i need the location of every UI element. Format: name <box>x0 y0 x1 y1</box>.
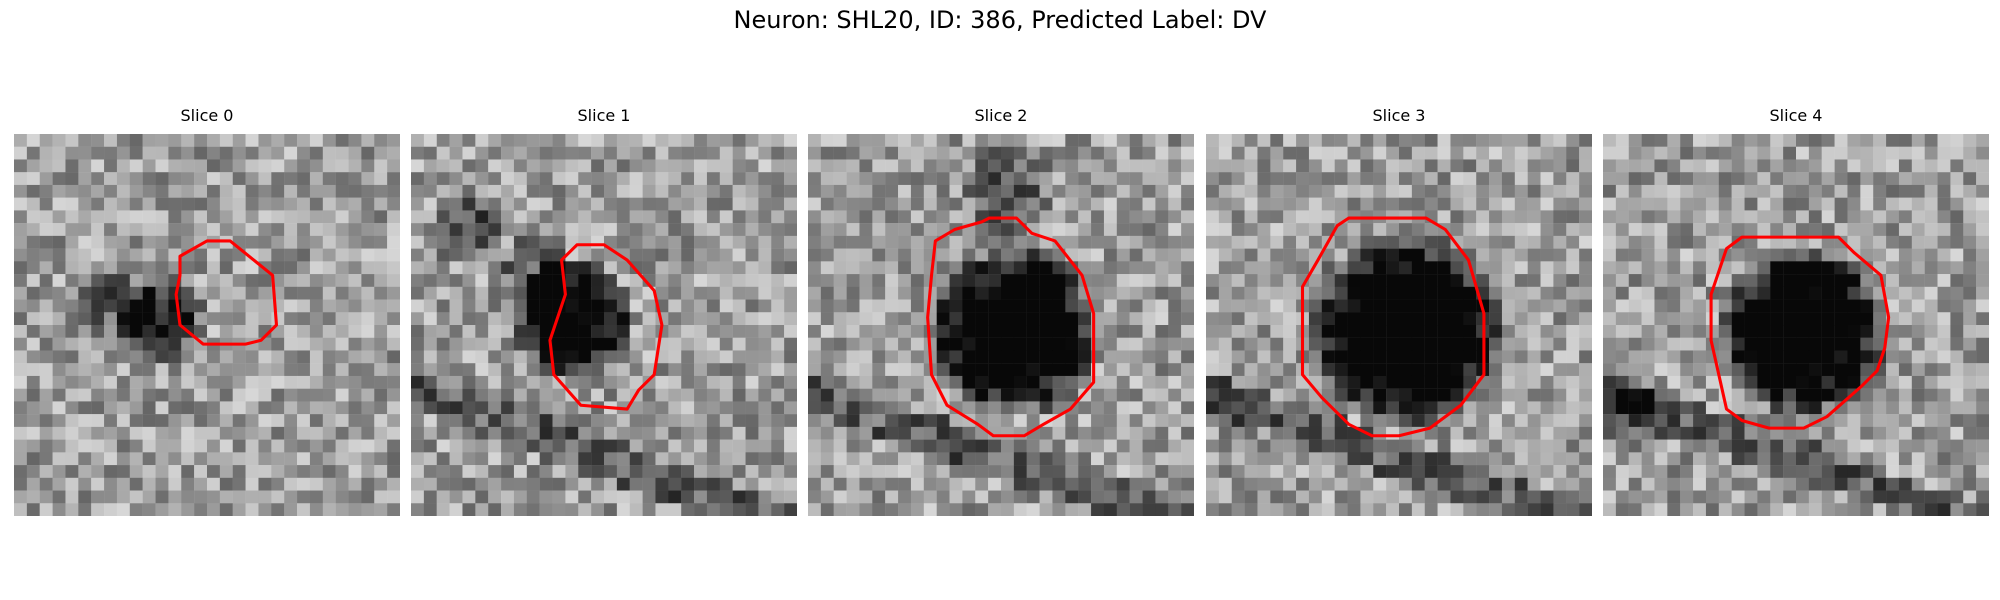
neuron-contour <box>548 243 664 411</box>
slice-title: Slice 1 <box>577 106 631 125</box>
neuron-contour <box>174 239 279 346</box>
neuron-contour <box>1300 216 1486 438</box>
slice-title: Slice 4 <box>1769 106 1823 125</box>
slice-panel-4: Slice 4 <box>1603 106 1989 516</box>
slice-panel-3: Slice 3 <box>1206 106 1592 516</box>
microscopy-image <box>411 134 797 516</box>
figure-title: Neuron: SHL20, ID: 386, Predicted Label:… <box>733 6 1267 34</box>
microscopy-image <box>808 134 1194 516</box>
slice-panel-1: Slice 1 <box>411 106 797 516</box>
slice-title: Slice 0 <box>180 106 234 125</box>
slice-panel-2: Slice 2 <box>808 106 1194 516</box>
slice-title: Slice 2 <box>974 106 1028 125</box>
slice-title: Slice 3 <box>1372 106 1426 125</box>
microscopy-image <box>1603 134 1989 516</box>
slice-panel-0: Slice 0 <box>14 106 400 516</box>
neuron-contour <box>926 216 1096 438</box>
microscopy-image <box>14 134 400 516</box>
neuron-contour <box>1709 235 1891 430</box>
microscopy-image <box>1206 134 1592 516</box>
